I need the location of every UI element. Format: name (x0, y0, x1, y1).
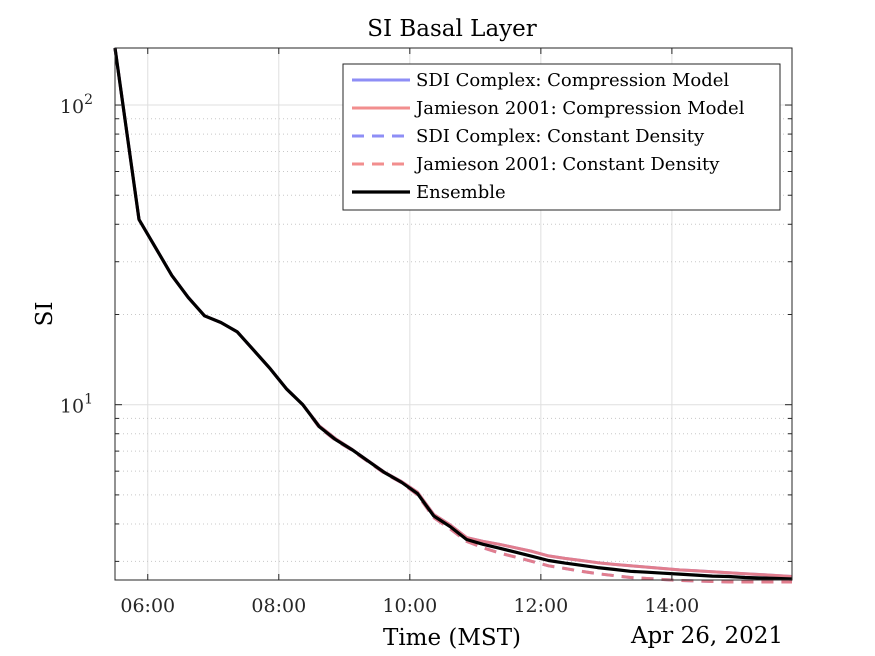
y-tick-label: 101 (60, 392, 93, 418)
chart-title: SI Basal Layer (367, 16, 537, 42)
y-tick-labels: 101 102 (60, 92, 792, 562)
legend-label-ensemble: Ensemble (416, 182, 506, 203)
x-axis-label: Time (MST) (383, 625, 521, 651)
x-tick-labels: 06:00 08:00 10:00 12:00 14:00 (120, 48, 699, 617)
x-tick-label: 08:00 (251, 595, 306, 617)
legend-label-sdi-complex-compression-model: SDI Complex: Compression Model (416, 70, 729, 91)
date-label: Apr 26, 2021 (630, 623, 783, 649)
x-tick-label: 06:00 (120, 595, 175, 617)
legend-label-jamieson-2001-compression-model: Jamieson 2001: Compression Model (414, 98, 745, 119)
x-tick-label: 10:00 (382, 595, 437, 617)
y-tick-label: 102 (60, 92, 93, 118)
legend: SDI Complex: Compression Model Jamieson 2… (342, 63, 781, 211)
series-line-ensemble (113, 47, 793, 581)
series-lines (113, 47, 793, 584)
x-tick-label: 12:00 (513, 595, 568, 617)
legend-label-sdi-complex-constant-density: SDI Complex: Constant Density (416, 126, 705, 147)
legend-box (342, 63, 781, 211)
y-axis-label: SI (32, 302, 58, 327)
x-tick-label: 14:00 (645, 595, 700, 617)
legend-label-jamieson-2001-constant-density: Jamieson 2001: Constant Density (414, 154, 720, 175)
